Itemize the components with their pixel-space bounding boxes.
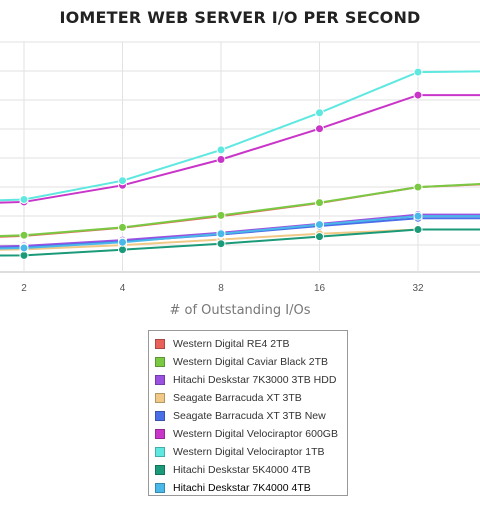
- legend-label: Western Digital Velociraptor 600GB: [173, 428, 338, 440]
- legend-label: Western Digital RE4 2TB: [173, 338, 290, 350]
- series-hitachi-deskstar-7k4000-4tb: [0, 211, 480, 253]
- data-point: [216, 154, 226, 164]
- x-tick-label: 8: [218, 283, 224, 294]
- legend-item[interactable]: Hitachi Deskstar 5K4000 4TB: [149, 461, 347, 479]
- legend-swatch: [155, 375, 165, 385]
- data-point: [413, 90, 423, 100]
- x-tick-label: 4: [120, 283, 126, 294]
- legend-swatch: [155, 411, 165, 421]
- legend: Western Digital RE4 2TB Western Digital C…: [148, 330, 348, 496]
- legend-swatch: [155, 393, 165, 403]
- legend-item[interactable]: Seagate Barracuda XT 3TB New: [149, 407, 347, 425]
- data-point: [413, 225, 423, 235]
- data-point: [413, 182, 423, 192]
- data-point: [216, 239, 226, 249]
- data-point: [118, 245, 127, 255]
- data-point: [19, 243, 29, 253]
- data-point: [118, 222, 127, 232]
- legend-item[interactable]: Western Digital Velociraptor 1TB: [149, 443, 347, 461]
- x-tick-labels: 2 4 8 16 32: [21, 283, 424, 294]
- data-point: [315, 220, 324, 230]
- legend-item[interactable]: Hitachi Deskstar 7K4000 4TB: [149, 479, 347, 497]
- legend-item[interactable]: Western Digital RE4 2TB: [149, 335, 347, 353]
- data-point: [216, 145, 226, 155]
- data-point: [19, 230, 29, 240]
- x-axis-label: # of Outstanding I/Os: [169, 303, 310, 318]
- series-western-digital-velociraptor-1tb: [0, 67, 480, 204]
- legend-item[interactable]: Western Digital Velociraptor 600GB: [149, 425, 347, 443]
- series-line: [0, 70, 480, 202]
- legend-label: Western Digital Caviar Black 2TB: [173, 356, 329, 368]
- series-hitachi-deskstar-5k4000-4tb: [0, 225, 480, 260]
- data-point: [118, 237, 127, 247]
- legend-label: Seagate Barracuda XT 3TB: [173, 392, 302, 404]
- x-tick-label: 16: [314, 283, 326, 294]
- legend-item[interactable]: Seagate Barracuda XT 3TB: [149, 389, 347, 407]
- legend-swatch: [155, 465, 165, 475]
- data-point: [118, 176, 127, 186]
- legend-label: Seagate Barracuda XT 3TB New: [173, 410, 326, 422]
- legend-label: Hitachi Deskstar 7K4000 4TB: [173, 482, 311, 494]
- data-point: [216, 210, 226, 220]
- data-point: [315, 124, 324, 134]
- data-point: [19, 250, 29, 260]
- data-point: [19, 194, 29, 204]
- legend-item[interactable]: Hitachi Deskstar 7K3000 3TB HDD: [149, 371, 347, 389]
- x-tick-label: 32: [412, 283, 424, 294]
- data-point: [315, 232, 324, 242]
- series-western-digital-caviar-black-2tb: [0, 182, 480, 240]
- series-layer: [0, 67, 480, 260]
- legend-swatch: [155, 357, 165, 367]
- legend-label: Hitachi Deskstar 5K4000 4TB: [173, 464, 311, 476]
- data-point: [413, 211, 423, 221]
- line-chart: 2 4 8 16 32 # of Outstanding I/Os: [0, 41, 480, 318]
- legend-swatch: [155, 483, 165, 493]
- data-point: [315, 108, 324, 118]
- legend-item[interactable]: Western Digital Caviar Black 2TB: [149, 353, 347, 371]
- legend-swatch: [155, 339, 165, 349]
- legend-swatch: [155, 429, 165, 439]
- legend-label: Western Digital Velociraptor 1TB: [173, 446, 325, 458]
- legend-label: Hitachi Deskstar 7K3000 3TB HDD: [173, 374, 337, 386]
- x-tick-label: 2: [21, 283, 27, 294]
- legend-swatch: [155, 447, 165, 457]
- chart-title: IOMETER WEB SERVER I/O PER SECOND: [59, 8, 421, 27]
- data-point: [315, 198, 324, 208]
- data-point: [216, 229, 226, 239]
- data-point: [413, 67, 423, 77]
